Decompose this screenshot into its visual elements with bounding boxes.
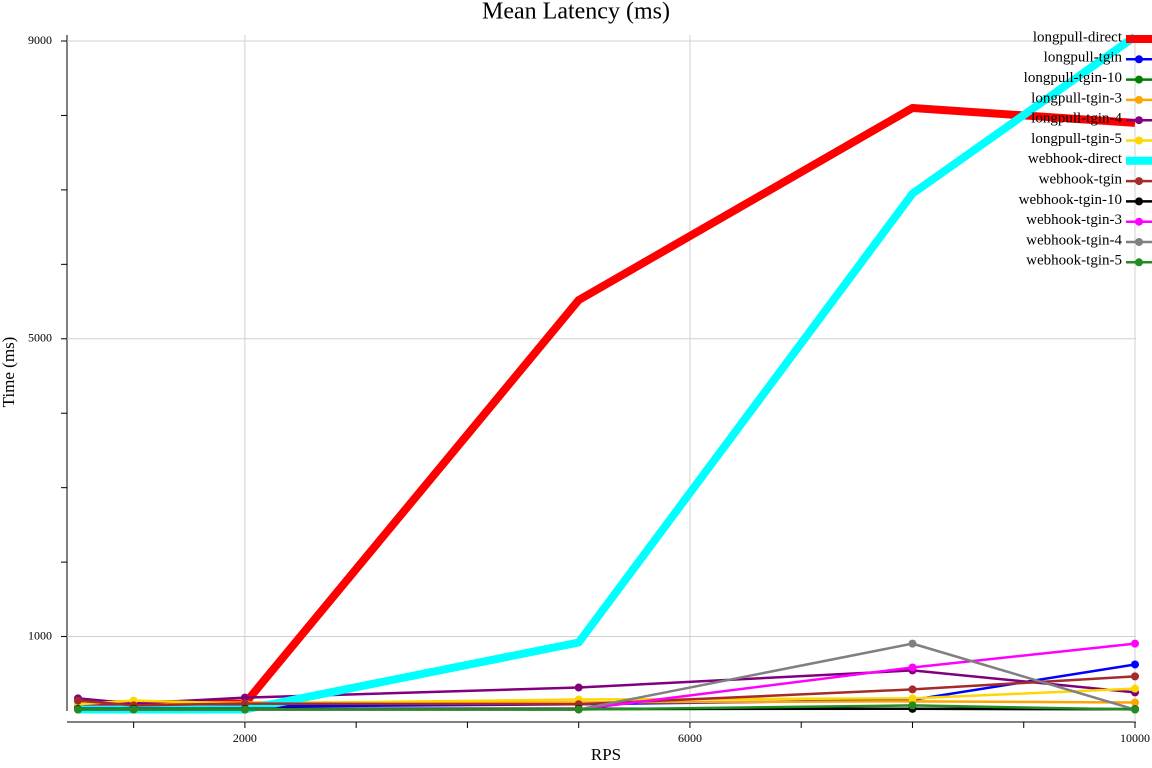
legend-marker: [1135, 136, 1143, 145]
series-line: [77, 687, 1136, 706]
legend-marker: [1135, 95, 1143, 104]
point: [574, 705, 583, 714]
series-line: [78, 33, 1138, 714]
legend-marker: [1135, 55, 1143, 64]
x-tick-label: 6000: [678, 731, 702, 745]
legend-marker: [1135, 238, 1143, 246]
legend-label: longpull-tgin-5: [1031, 131, 1122, 147]
legend-label: webhook-direct: [1028, 151, 1123, 167]
legend-label: longpull-direct: [1033, 29, 1123, 45]
point: [74, 696, 82, 705]
point: [129, 705, 138, 714]
point: [908, 663, 917, 672]
y-tick-label: 9000: [28, 33, 52, 47]
legend-marker: [1135, 177, 1143, 186]
point: [1131, 672, 1139, 681]
legend-marker: [1135, 116, 1143, 125]
point: [240, 693, 249, 702]
legend-label: longpull-tgin-3: [1031, 90, 1122, 106]
legend-label: longpull-tgin-4: [1031, 111, 1122, 127]
point: [1131, 684, 1139, 693]
y-tick-label: 1000: [28, 628, 52, 642]
x-tick-label: 2000: [233, 731, 257, 745]
point: [908, 701, 917, 710]
legend-label: webhook-tgin-3: [1026, 212, 1122, 228]
point: [908, 694, 917, 703]
legend-label: longpull-tgin: [1044, 50, 1123, 66]
point: [1131, 698, 1139, 707]
legend-marker: [1135, 197, 1143, 206]
point: [1131, 639, 1139, 648]
legend-label: webhook-tgin: [1039, 172, 1123, 188]
legend-marker: [1135, 217, 1143, 226]
point: [908, 639, 917, 648]
series-line: [77, 669, 1136, 705]
legend-label: webhook-tgin-10: [1019, 192, 1122, 208]
point: [908, 685, 917, 694]
point: [574, 683, 583, 692]
chart-title: Mean Latency (ms): [482, 0, 670, 25]
x-tick-label: 10000: [1120, 731, 1150, 745]
legend-label: webhook-tgin-4: [1026, 232, 1122, 248]
point: [1131, 705, 1139, 714]
series-line: [78, 704, 1136, 711]
y-axis-label: Time (ms): [0, 337, 18, 408]
series-line: [78, 104, 1136, 709]
series-line: [77, 675, 1136, 707]
legend-marker: [1135, 75, 1143, 84]
point: [74, 705, 82, 714]
y-tick-label: 5000: [28, 331, 52, 345]
legend-marker: [1135, 258, 1143, 267]
legend-label: longpull-tgin-10: [1024, 70, 1122, 86]
legend-label: webhook-tgin-5: [1026, 253, 1122, 269]
point: [1131, 660, 1139, 669]
x-axis-label: RPS: [591, 745, 621, 764]
point: [240, 705, 249, 714]
